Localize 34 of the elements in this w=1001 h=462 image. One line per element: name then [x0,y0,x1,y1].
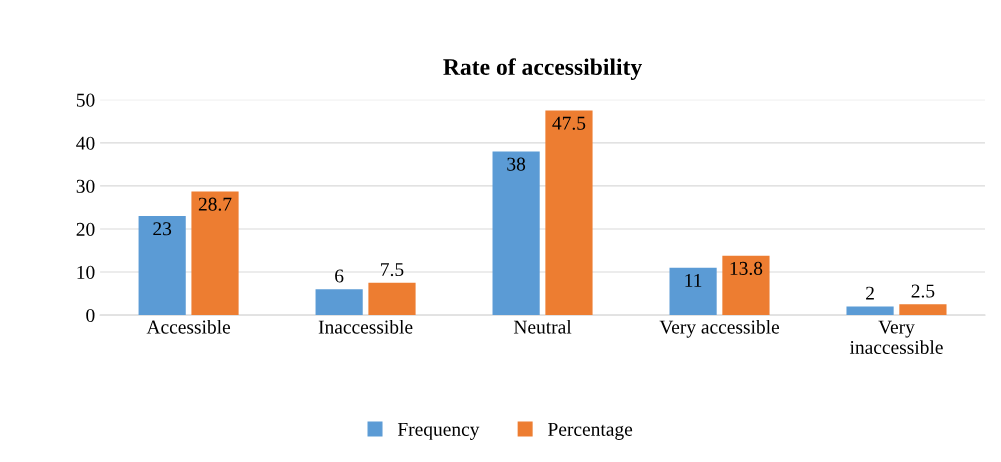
x-tick-label: Very accessible [659,319,780,338]
bar [138,216,186,316]
bar [722,255,770,316]
y-tick-label: 10 [77,265,95,279]
bar [899,304,947,316]
bar [315,289,363,316]
data-label: 6 [335,269,344,283]
data-label: 38 [507,157,526,171]
x-tick-label: Inaccessible [318,319,413,334]
y-tick-label: 30 [76,179,95,193]
data-label: 47.5 [552,116,586,130]
y-tick-label: 40 [76,136,95,150]
bar [191,191,239,316]
chart-title: Rate of accessibility [443,58,642,80]
bar [545,110,593,316]
y-tick-label: 0 [86,308,95,323]
x-tick-label: Very inaccessible [849,320,943,354]
data-label: 2 [866,286,874,300]
data-label: 7.5 [381,263,404,277]
data-label: 2.5 [911,284,935,298]
bar [846,306,894,316]
y-tick-label: 50 [76,93,95,107]
bar [492,151,540,316]
legend-label: Percentage [548,422,633,440]
x-tick-label: Accessible [146,319,231,334]
data-label: 28.7 [198,197,232,211]
data-label: 11 [685,273,702,287]
x-tick-label: Neutral [513,319,572,334]
y-tick-label: 20 [76,222,95,236]
bar [368,282,416,316]
data-label: 13.8 [730,261,763,275]
bar [669,267,717,316]
legend-label: Frequency [397,422,480,440]
data-label: 23 [153,222,172,236]
